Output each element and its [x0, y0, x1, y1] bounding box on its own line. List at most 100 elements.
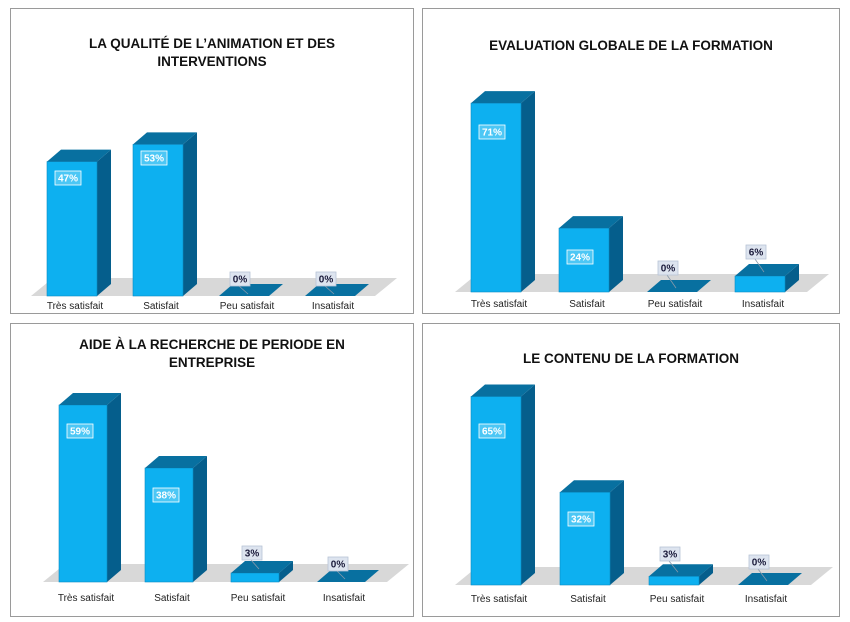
- bar: [648, 564, 713, 586]
- data-label: 3%: [241, 545, 263, 570]
- svg-text:0%: 0%: [319, 275, 334, 286]
- bar: [559, 480, 624, 586]
- category-label: Peu satisfait: [648, 299, 703, 310]
- bar-top: [317, 570, 379, 582]
- bar-top: [59, 393, 121, 405]
- category-label: Insatisfait: [312, 301, 354, 312]
- data-label: 0%: [748, 554, 770, 582]
- bar-side: [521, 91, 535, 292]
- bar-side: [97, 149, 111, 296]
- bar-top: [471, 91, 535, 104]
- data-label: 0%: [229, 271, 251, 295]
- svg-text:65%: 65%: [482, 427, 502, 438]
- svg-text:6%: 6%: [749, 248, 764, 259]
- bar-chart: Très satisfait 59% Satisfait 38% Peu satisfa…: [43, 393, 409, 604]
- bar-top: [145, 456, 207, 468]
- chart-panel-evaluation: EVALUATION GLOBALE DE LA FORMATION Très …: [422, 8, 840, 314]
- bar: [738, 573, 802, 585]
- bar-top: [649, 564, 713, 577]
- bar-side: [183, 132, 197, 296]
- svg-text:38%: 38%: [156, 491, 176, 502]
- category-label: Très satisfait: [58, 593, 115, 604]
- bar-top: [560, 480, 624, 493]
- chart-title: AIDE À LA RECHERCHE DE PERIODE EN ENTREP…: [79, 337, 345, 370]
- svg-text:47%: 47%: [58, 174, 78, 185]
- bar: [734, 264, 799, 293]
- bar-side: [785, 264, 799, 292]
- bar-side: [279, 561, 293, 582]
- bar-chart: Très satisfait 47% Satisfait 53% Peu satisfa…: [31, 132, 397, 312]
- data-label: 65%: [478, 423, 506, 439]
- data-label: 71%: [478, 124, 506, 140]
- bar-front: [648, 576, 700, 586]
- bar: [305, 284, 369, 296]
- bar-front: [734, 275, 786, 293]
- bar-chart: Très satisfait 71% Satisfait 24% Peu satisfa…: [455, 91, 829, 310]
- chart-title: EVALUATION GLOBALE DE LA FORMATION: [489, 38, 773, 53]
- chart-panel-aide: AIDE À LA RECHERCHE DE PERIODE EN ENTREP…: [10, 323, 414, 617]
- bar-top: [559, 216, 623, 229]
- bar: [58, 393, 121, 583]
- chart-panel-contenu: LE CONTENU DE LA FORMATION Très satisfai…: [422, 323, 840, 617]
- chart-title: LA QUALITÉ DE L’ANIMATION ET DES INTERVE…: [89, 36, 335, 69]
- chart-panel-animation: LA QUALITÉ DE L’ANIMATION ET DES INTERVE…: [10, 8, 414, 314]
- bar: [132, 132, 197, 297]
- data-label: 3%: [659, 546, 681, 573]
- data-label: 59%: [66, 423, 94, 439]
- bar-top: [735, 264, 799, 277]
- bar-side: [107, 393, 121, 582]
- bar-top: [305, 284, 369, 296]
- bar-side: [521, 384, 535, 585]
- svg-text:59%: 59%: [70, 427, 90, 438]
- bar: [219, 284, 283, 296]
- data-label: 32%: [567, 511, 595, 527]
- svg-text:0%: 0%: [752, 558, 767, 569]
- bar: [144, 456, 207, 583]
- bar-chart: Très satisfait 65% Satisfait 32% Peu satisfa…: [455, 384, 833, 605]
- chart-title: LE CONTENU DE LA FORMATION: [523, 351, 739, 366]
- bar-side: [609, 216, 623, 292]
- category-label: Satisfait: [154, 593, 190, 604]
- bar-top: [471, 384, 535, 397]
- category-label: Peu satisfait: [220, 301, 275, 312]
- svg-text:3%: 3%: [245, 549, 260, 560]
- bar-top: [738, 573, 802, 585]
- bar-front: [559, 491, 611, 586]
- chart-floor: [31, 278, 397, 296]
- data-label: 0%: [315, 271, 337, 295]
- bar-side: [193, 456, 207, 582]
- data-label: 0%: [327, 556, 349, 580]
- bar: [317, 570, 379, 582]
- data-label: 38%: [152, 487, 180, 503]
- bar-side: [699, 564, 713, 585]
- svg-text:3%: 3%: [663, 550, 678, 561]
- svg-text:0%: 0%: [233, 275, 248, 286]
- bar: [470, 91, 535, 293]
- bar-top: [47, 149, 111, 162]
- data-label: 47%: [54, 170, 82, 186]
- svg-text:0%: 0%: [331, 560, 346, 571]
- category-label: Insatisfait: [742, 299, 784, 310]
- category-label: Très satisfait: [471, 594, 528, 605]
- data-label: 0%: [657, 260, 679, 289]
- bar: [647, 280, 711, 292]
- category-label: Insatisfait: [323, 593, 365, 604]
- category-label: Peu satisfait: [231, 593, 286, 604]
- category-label: Satisfait: [570, 594, 606, 605]
- bar-top: [133, 132, 197, 145]
- bar-front: [132, 144, 184, 297]
- bar-front: [230, 572, 280, 583]
- bar-side: [610, 480, 624, 585]
- bar: [470, 384, 535, 586]
- category-label: Satisfait: [143, 301, 179, 312]
- category-label: Très satisfait: [471, 299, 528, 310]
- category-label: Peu satisfait: [650, 594, 705, 605]
- svg-text:53%: 53%: [144, 154, 164, 165]
- bar-top: [231, 561, 293, 573]
- svg-text:24%: 24%: [570, 253, 590, 264]
- bar: [230, 561, 293, 583]
- bar-front: [144, 467, 194, 583]
- data-label: 53%: [140, 150, 168, 166]
- data-label: 6%: [745, 244, 767, 273]
- category-label: Très satisfait: [47, 301, 104, 312]
